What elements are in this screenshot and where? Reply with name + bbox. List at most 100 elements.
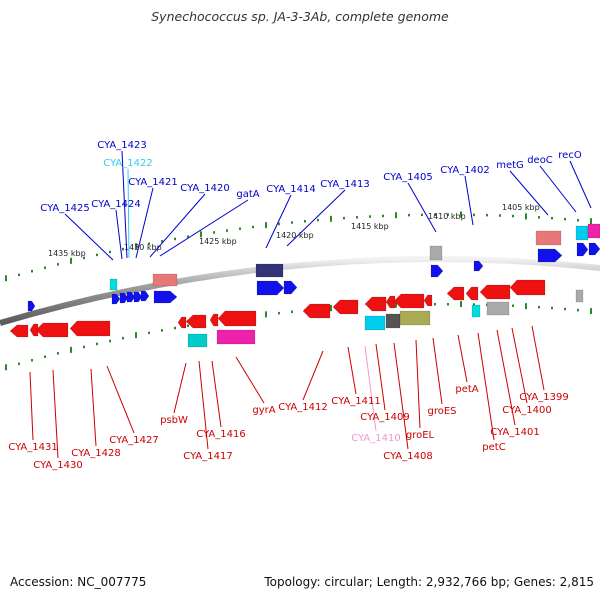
gene-label-reverse[interactable]: groEL	[406, 430, 435, 441]
scale-tick	[57, 263, 59, 266]
gene-box[interactable]	[575, 289, 584, 303]
gene-box[interactable]	[255, 263, 284, 278]
gene-arrow-reverse[interactable]	[479, 284, 511, 300]
gene-label-reverse[interactable]: groES	[427, 406, 456, 417]
gene-arrow-reverse[interactable]	[209, 313, 219, 327]
gene-arrow-reverse[interactable]	[35, 322, 69, 338]
gene-box[interactable]	[587, 223, 600, 239]
gene-label-reverse[interactable]: CYA_1416	[196, 429, 245, 440]
scale-tick	[551, 216, 553, 220]
gene-arrow-reverse[interactable]	[465, 286, 479, 301]
gene-label-forward[interactable]: deoC	[527, 155, 553, 166]
scale-tick	[70, 257, 72, 264]
gene-label-reverse[interactable]: CYA_1430	[33, 460, 82, 471]
gene-label-reverse[interactable]: CYA_1427	[109, 435, 158, 446]
gene-arrow-forward[interactable]	[27, 300, 36, 312]
scale-tick	[5, 275, 7, 282]
gene-arrow-reverse[interactable]	[29, 323, 39, 337]
gene-box[interactable]	[385, 313, 401, 329]
gene-arrow-reverse[interactable]	[302, 303, 331, 319]
gene-box[interactable]	[575, 225, 589, 241]
gene-arrow-reverse[interactable]	[69, 320, 111, 337]
gene-arrow-reverse[interactable]	[423, 294, 433, 307]
gene-label-reverse[interactable]: CYA_1411	[331, 396, 380, 407]
gene-box[interactable]	[471, 304, 481, 318]
gene-label-reverse[interactable]: CYA_1400	[502, 405, 551, 416]
gene-label-reverse[interactable]: CYA_1431	[8, 442, 57, 453]
gene-label-forward[interactable]: metG	[496, 160, 524, 171]
gene-arrow-forward[interactable]	[473, 260, 484, 272]
gene-label-reverse[interactable]: petC	[482, 442, 505, 453]
gene-arrow-reverse[interactable]	[509, 279, 546, 296]
gene-label-forward[interactable]: CYA_1424	[91, 199, 140, 210]
gene-box[interactable]	[429, 245, 443, 261]
gene-label-reverse[interactable]: CYA_1409	[360, 412, 409, 423]
gene-label-reverse[interactable]: CYA_1399	[519, 392, 568, 403]
scale-tick	[44, 355, 46, 358]
gene-box[interactable]	[399, 310, 431, 326]
scale-tick	[31, 358, 33, 362]
gene-arrow-reverse[interactable]	[446, 286, 465, 301]
gene-box[interactable]	[486, 301, 510, 316]
gene-label-reverse[interactable]: petA	[455, 384, 478, 395]
gene-arrow-forward[interactable]	[256, 280, 285, 296]
gene-arrow-reverse[interactable]	[185, 314, 207, 329]
gene-arrow-forward[interactable]	[537, 248, 563, 263]
gene-label-forward[interactable]: CYA_1423	[97, 140, 146, 151]
gene-label-reverse[interactable]: gyrA	[252, 405, 275, 416]
gene-box[interactable]	[187, 333, 208, 348]
gene-arrow-reverse[interactable]	[177, 316, 187, 329]
leader-line	[569, 160, 592, 209]
leader-line	[149, 193, 206, 258]
gene-arrow-forward[interactable]	[119, 292, 129, 304]
gene-label-reverse[interactable]: CYA_1412	[278, 402, 327, 413]
scale-labels: 1435 kbp 1430 kbp 1425 kbp 1420 kbp 1415 kbp…	[48, 203, 540, 258]
gene-label-reverse[interactable]: CYA_1401	[490, 427, 539, 438]
gene-arrow-forward[interactable]	[588, 242, 600, 256]
scale-tick	[421, 213, 423, 217]
gene-box[interactable]	[152, 273, 178, 287]
gene-arrow-forward[interactable]	[126, 291, 136, 303]
gene-box-cya1417[interactable]	[216, 329, 256, 345]
leader-line	[457, 334, 468, 383]
gene-arrow-reverse[interactable]	[385, 295, 396, 309]
gene-arrow-forward[interactable]	[111, 293, 121, 305]
gene-label-forward[interactable]: gatA	[236, 189, 259, 200]
gene-arrow-forward[interactable]	[430, 264, 444, 278]
gene-arrow-reverse[interactable]	[9, 324, 29, 338]
scale-tick	[395, 301, 397, 308]
gene-arrow-reverse[interactable]	[393, 293, 425, 309]
gene-label-reverse[interactable]: CYA_1408	[383, 451, 432, 462]
gene-label-reverse[interactable]: psbW	[160, 415, 188, 426]
gene-label-forward[interactable]: recO	[558, 150, 582, 161]
scale-label: 1415 kbp	[351, 222, 389, 231]
gene-arrow-reverse[interactable]	[332, 299, 359, 315]
gene-arrow-forward[interactable]	[283, 280, 298, 295]
gene-arrow-forward[interactable]	[576, 242, 589, 257]
leader-line	[375, 343, 386, 411]
gene-box[interactable]	[364, 315, 386, 331]
leader-line	[286, 189, 346, 247]
gene-label-forward[interactable]: CYA_1420	[180, 183, 229, 194]
gene-label-reverse[interactable]: CYA_1417	[183, 451, 232, 462]
gene-label-forward[interactable]: CYA_1421	[128, 177, 177, 188]
scale-tick	[408, 213, 410, 217]
gene-arrow-forward[interactable]	[133, 291, 143, 303]
gene-box[interactable]	[535, 230, 562, 246]
gene-label-forward[interactable]: CYA_1405	[383, 172, 432, 183]
gene-arrow-reverse[interactable]	[217, 310, 257, 327]
gene-label-forward[interactable]: CYA_1414	[266, 184, 315, 195]
gene-box-cya1422[interactable]	[109, 278, 118, 291]
gene-label-reverse[interactable]: CYA_1410	[351, 433, 400, 444]
gene-label-forward[interactable]: CYA_1422	[103, 158, 152, 169]
gene-arrow-forward[interactable]	[140, 290, 150, 302]
scale-tick	[512, 304, 514, 308]
gene-label-forward[interactable]: CYA_1413	[320, 179, 369, 190]
scale-tick	[447, 213, 449, 216]
gene-label-reverse[interactable]: CYA_1428	[71, 448, 120, 459]
gene-arrow-reverse[interactable]	[364, 296, 387, 312]
scale-tick	[161, 240, 163, 243]
gene-arrow-forward[interactable]	[153, 290, 178, 304]
gene-label-forward[interactable]: CYA_1425	[40, 203, 89, 214]
gene-label-forward[interactable]: CYA_1402	[440, 165, 489, 176]
